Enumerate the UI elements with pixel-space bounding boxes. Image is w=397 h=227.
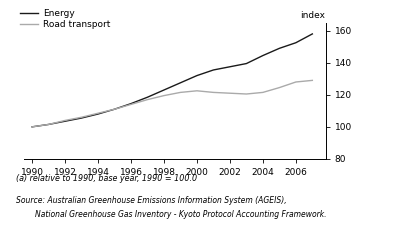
Energy	[310, 32, 315, 35]
Road transport	[79, 116, 84, 118]
Line: Road transport: Road transport	[32, 80, 312, 127]
Energy	[178, 81, 183, 84]
Road transport	[244, 93, 249, 95]
Energy	[79, 117, 84, 119]
Road transport	[46, 123, 51, 126]
Energy	[30, 126, 35, 128]
Text: index: index	[301, 11, 326, 20]
Energy	[277, 47, 282, 50]
Text: Source: Australian Greenhouse Emissions Information System (AGEIS),: Source: Australian Greenhouse Emissions …	[16, 196, 287, 205]
Energy	[260, 54, 265, 57]
Energy	[227, 65, 232, 68]
Energy	[244, 62, 249, 65]
Road transport	[211, 91, 216, 94]
Road transport	[30, 126, 35, 128]
Energy	[293, 41, 298, 44]
Energy	[211, 69, 216, 71]
Road transport	[293, 81, 298, 83]
Energy	[63, 120, 67, 123]
Energy	[195, 74, 199, 77]
Road transport	[63, 119, 67, 122]
Text: National Greenhouse Gas Inventory - Kyoto Protocol Accounting Framework.: National Greenhouse Gas Inventory - Kyot…	[16, 210, 326, 219]
Road transport	[96, 112, 100, 115]
Road transport	[178, 91, 183, 94]
Energy	[129, 102, 133, 105]
Road transport	[227, 92, 232, 95]
Road transport	[277, 86, 282, 89]
Energy	[145, 96, 150, 99]
Road transport	[310, 79, 315, 82]
Text: (a) relative to 1990, base year, 1990 = 100.0: (a) relative to 1990, base year, 1990 = …	[16, 174, 197, 183]
Energy	[46, 123, 51, 126]
Energy	[96, 113, 100, 115]
Road transport	[162, 94, 166, 97]
Energy	[112, 108, 117, 111]
Road transport	[112, 108, 117, 111]
Road transport	[129, 103, 133, 106]
Legend: Energy, Road transport: Energy, Road transport	[20, 9, 110, 29]
Road transport	[145, 98, 150, 101]
Energy	[162, 89, 166, 91]
Road transport	[260, 91, 265, 94]
Line: Energy: Energy	[32, 34, 312, 127]
Road transport	[195, 89, 199, 92]
